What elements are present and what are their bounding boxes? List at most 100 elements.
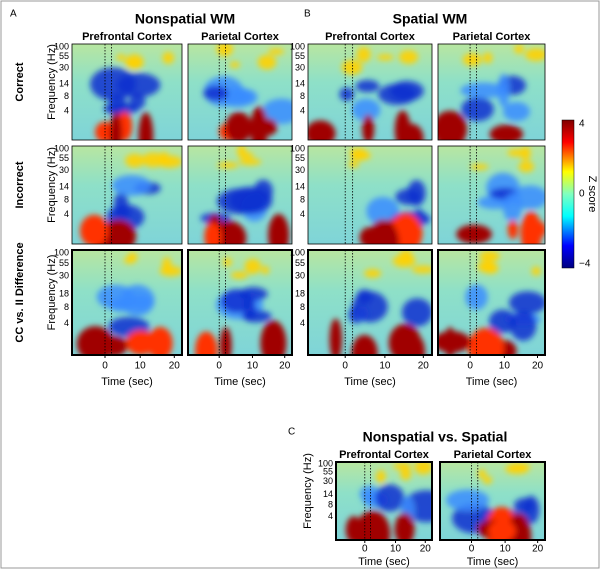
y-tick-label: 14 [59,79,69,89]
blob-blue [352,291,388,323]
y-tick-label: 55 [295,51,305,61]
x-tick-label: 0 [102,361,108,372]
y-axis-label: Frequency (Hz) [302,453,314,529]
blob-red [438,118,464,140]
blob-yellow [398,50,419,64]
x-tick-label: 0 [362,544,368,555]
blob-yellow [507,148,528,157]
y-tick-label: 8 [300,91,305,101]
y-tick-label: 14 [323,489,333,499]
spectrogram [438,44,545,140]
blob-red [351,334,378,355]
blob-red [394,110,411,140]
y-axis-label: Frequency (Hz) [46,255,58,331]
blob-red [204,222,222,244]
blob-red [125,330,156,355]
plot-border [307,145,433,245]
x-axis-label: Time (sec) [214,376,266,388]
blob-yellow [239,152,254,159]
blob-yellow [400,467,412,481]
blob-red [456,224,492,244]
panel-title: Nonspatial WM [135,11,235,27]
column-title: Parietal Cortex [201,31,280,43]
panel-label: C [288,427,295,438]
y-tick-label: 100 [290,41,305,51]
spectrogram [440,462,545,540]
spectrogram [438,250,545,355]
blob-blue [522,495,540,524]
blob-yellow [257,54,277,70]
blob-red [219,327,232,355]
blobs [456,146,545,244]
blob-yellow [482,52,493,64]
y-tick-label: 4 [64,209,69,219]
blob-red [259,118,278,136]
x-tick-label: 10 [500,544,512,555]
colorbar-tick-label: −4 [579,259,591,270]
blobs [90,51,175,140]
blob-blue [339,87,355,101]
y-tick-label: 4 [64,106,69,116]
plot-border [71,43,183,141]
colorbar-tick-label: 0 [579,189,585,200]
y-tick-label: 14 [295,79,305,89]
column-title: Prefrontal Cortex [339,449,430,461]
blob-blue [503,101,530,122]
blob-blue [253,179,273,203]
blob-blue [395,188,422,205]
blob-blue [401,298,432,327]
colorbar [561,119,575,269]
y-tick-label: 4 [64,318,69,328]
blobs [329,250,432,355]
x-axis-label: Time (sec) [344,376,396,388]
blob-blue [375,484,405,512]
x-tick-label: 10 [379,361,391,372]
y-tick-label: 30 [59,62,69,72]
x-axis-label: Time (sec) [358,556,410,568]
y-tick-label: 8 [300,302,305,312]
blob-red [109,112,122,140]
spectrogram [308,250,432,355]
x-tick-label: 10 [135,361,147,372]
y-tick-label: 55 [295,153,305,163]
blob-red [489,124,524,140]
y-tick-label: 4 [328,511,333,521]
blob-yellow [470,163,489,170]
plot-border [437,145,546,245]
y-tick-label: 4 [300,318,305,328]
blobs [195,257,287,355]
blob-yellow [162,51,175,64]
plot-border [187,249,293,356]
spectrogram [308,44,432,140]
plot-border [187,43,293,141]
blob-yellow [376,54,394,61]
panel-label: B [304,9,311,20]
blob-yellow [238,158,262,166]
blobs [348,148,431,244]
blob-yellow [268,48,285,55]
blob-yellow [216,44,234,57]
blob-blue [90,67,136,101]
y-tick-label: 14 [295,182,305,192]
spectrogram [72,44,182,140]
blobs [308,47,424,140]
blob-red [528,220,545,239]
y-tick-label: 4 [300,209,305,219]
blob-yellow [505,464,529,474]
blob-blue [508,291,545,315]
blob-yellow [414,462,432,475]
blobs [76,252,182,355]
spectrogram [72,146,182,244]
blob-yellow [364,268,382,278]
blob-red [362,114,375,140]
blob-yellow [222,257,232,267]
blob-blue [243,296,256,322]
y-tick-label: 100 [290,143,305,153]
spectrogram [72,250,182,355]
blobs [438,44,545,140]
plot-border [71,249,183,356]
blob-red [371,523,389,540]
y-tick-label: 30 [295,62,305,72]
y-tick-label: 8 [64,194,69,204]
blob-red [138,112,154,140]
